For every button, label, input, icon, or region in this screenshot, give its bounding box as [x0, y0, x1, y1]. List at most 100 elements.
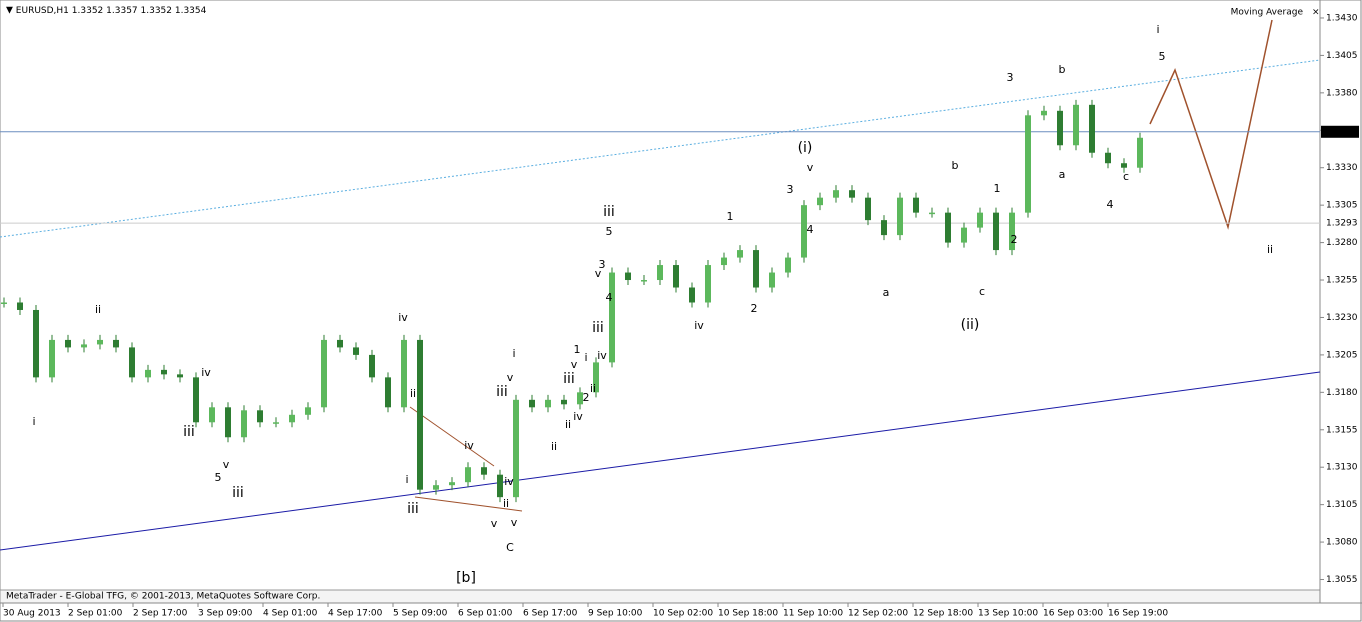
wave-label: (ii): [961, 317, 980, 333]
y-tick-label: 1.3230: [1326, 313, 1358, 323]
candle: [1057, 110, 1063, 146]
candle: [337, 339, 343, 348]
candle: [577, 392, 583, 405]
wave-label: i: [405, 473, 408, 486]
x-tick-label: 4 Sep 01:00: [263, 609, 318, 619]
y-tick-label: 1.3080: [1326, 538, 1358, 548]
wave-label: ii: [565, 418, 571, 431]
candle: [1137, 137, 1143, 168]
candle: [1009, 212, 1015, 251]
wave-label: ii: [551, 440, 557, 453]
current-price-label: 1.3354: [1325, 127, 1357, 137]
candle: [177, 374, 183, 378]
wave-label: ii: [410, 387, 416, 400]
x-tick-label: 13 Sep 10:00: [978, 609, 1038, 619]
candle: [241, 410, 247, 438]
trendline: [0, 59, 1321, 238]
candle: [49, 339, 55, 378]
candle: [897, 197, 903, 236]
candle: [257, 410, 263, 423]
y-tick-label: 1.3380: [1326, 88, 1358, 98]
y-tick-label: 1.3180: [1326, 388, 1358, 398]
wave-label: (i): [798, 140, 813, 156]
wave-label: 5: [606, 225, 613, 238]
wave-label: 4: [807, 223, 814, 236]
x-tick-label: 2 Sep 01:00: [68, 609, 123, 619]
candle: [817, 197, 823, 206]
candle: [145, 369, 151, 378]
candle: [849, 190, 855, 198]
candle: [641, 280, 647, 282]
x-tick-label: 16 Sep 19:00: [1108, 609, 1168, 619]
x-tick-label: 16 Sep 03:00: [1043, 609, 1103, 619]
y-tick-label: 1.3255: [1326, 276, 1358, 286]
candle: [977, 212, 983, 228]
projection: [1149, 19, 1273, 230]
wave-label: v: [595, 267, 602, 280]
wave-label: iv: [398, 311, 408, 324]
candle: [529, 399, 535, 408]
candle: [913, 197, 919, 213]
wave-label: c: [1123, 170, 1129, 183]
wave-label: iv: [597, 349, 607, 362]
wave-label: iv: [573, 410, 583, 423]
candle: [545, 399, 551, 408]
wave-label: iv: [464, 439, 474, 452]
candle: [689, 287, 695, 303]
candle: [801, 205, 807, 258]
y-tick-label: 1.3430: [1326, 13, 1358, 23]
candle: [593, 362, 599, 393]
y-tick-label: 1.3330: [1326, 163, 1358, 173]
candle: [1105, 152, 1111, 164]
wave-label: c: [979, 285, 985, 298]
wave-label: v: [507, 371, 514, 384]
candle: [321, 339, 327, 408]
x-tick-label: 12 Sep 18:00: [913, 609, 973, 619]
current-price-box: [1321, 125, 1359, 138]
wave-label: 3: [1007, 71, 1014, 84]
wave-label: b: [952, 159, 959, 172]
candle: [561, 399, 567, 405]
wave-label: 1: [727, 210, 734, 223]
candle: [1089, 104, 1095, 153]
candle: [865, 197, 871, 221]
indicator-name[interactable]: Moving Average: [1231, 8, 1304, 18]
candle: [1, 302, 7, 304]
wave-label: 5: [215, 471, 222, 484]
candle: [465, 467, 471, 483]
wave-label: 1: [994, 182, 1001, 195]
candle: [193, 377, 199, 423]
candle: [721, 257, 727, 266]
candle: [289, 414, 295, 423]
wave-label: i: [584, 351, 587, 364]
candle: [353, 347, 359, 355]
trendline: [414, 496, 523, 512]
candle: [65, 339, 71, 348]
wave-label: iii: [232, 485, 244, 501]
candle: [657, 265, 663, 281]
wave-label: iii: [563, 371, 575, 387]
wave-label: 5: [1159, 50, 1166, 63]
candle: [705, 265, 711, 303]
candle: [273, 422, 279, 424]
y-tick-label: 1.3305: [1326, 201, 1358, 211]
trendline: [0, 371, 1321, 551]
x-tick-label: 10 Sep 02:00: [653, 609, 713, 619]
symbol-name: EURUSD,H1: [16, 6, 69, 16]
candle: [33, 309, 39, 378]
candle: [1073, 104, 1079, 146]
y-tick-label: 1.3055: [1326, 575, 1358, 585]
quote: 1.3352 1.3357 1.3352 1.3354: [72, 6, 207, 16]
candle: [625, 272, 631, 281]
candle: [945, 212, 951, 243]
wave-label: 4: [606, 291, 613, 304]
footer: MetaTrader - E-Global TFG, © 2001-2013, …: [6, 592, 320, 602]
candle: [209, 407, 215, 423]
wave-label: ii: [1267, 243, 1273, 256]
x-tick-label: 5 Sep 09:00: [393, 609, 448, 619]
wave-label: iv: [694, 319, 704, 332]
x-tick-label: 9 Sep 10:00: [588, 609, 643, 619]
close-icon[interactable]: ×: [1312, 8, 1320, 18]
wave-label: iii: [183, 424, 195, 440]
wave-label: ii: [503, 497, 509, 510]
